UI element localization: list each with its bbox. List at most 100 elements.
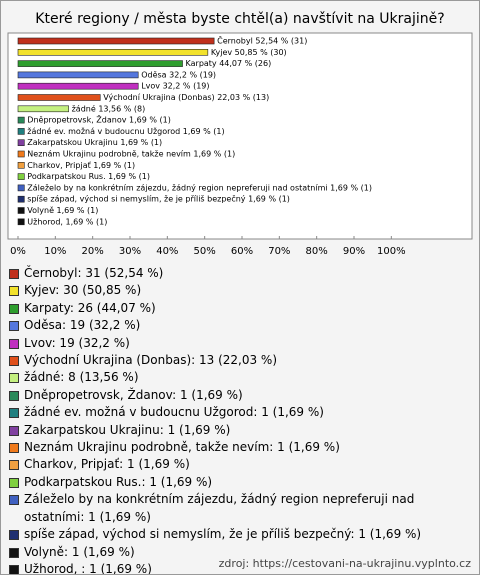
legend-item: Karpaty: 26 (44,07 %): [9, 300, 471, 317]
bar: [17, 82, 139, 90]
x-tick-label: 10%: [44, 246, 66, 257]
bar: [17, 207, 25, 214]
legend-label: Záleželo by na konkrétním zájezdu, žádný…: [24, 492, 415, 524]
bar: [17, 139, 25, 146]
legend-label: Podkarpatskou Rus.: 1 (1,69 %): [24, 474, 213, 489]
bar: [17, 48, 209, 56]
legend-swatch: [9, 338, 19, 349]
legend-label: Neznám Ukrajinu podrobně, takže nevím: 1…: [24, 440, 340, 455]
bar-label: Charkov, Pripjať 1,69 % (1): [27, 161, 135, 170]
legend-swatch: [9, 390, 19, 401]
legend-item: Záleželo by na konkrétním zájezdu, žádný…: [9, 491, 471, 526]
legend: Černobyl: 31 (52,54 %) Kyjev: 30 (50,85 %…: [9, 265, 471, 575]
legend-item: Charkov, Pripjať: 1 (1,69 %): [9, 456, 471, 473]
legend-item: žádné ev. možná v budoucnu Užgorod: 1 (1…: [9, 404, 471, 421]
x-tick-label: 90%: [343, 246, 365, 257]
bar-label: žádné ev. možná v budoucnu Užgorod 1,69 …: [27, 126, 224, 136]
chart-title: Které regiony / města byste chtěl(a) nav…: [35, 11, 444, 27]
legend-label: Východní Ukrajina (Donbas): 13 (22,03 %): [24, 353, 278, 368]
legend-label: Kyjev: 30 (50,85 %): [24, 283, 142, 298]
x-tick-label: 80%: [306, 246, 328, 257]
legend-swatch: [9, 373, 19, 384]
bar-label: Volyně 1,69 % (1): [27, 206, 98, 215]
legend-item: Dněpropetrovsk, Ždanov: 1 (1,69 %): [9, 387, 471, 404]
legend-swatch: [9, 303, 19, 314]
legend-label: Charkov, Pripjať: 1 (1,69 %): [24, 457, 190, 472]
legend-swatch: [9, 460, 19, 471]
legend-swatch: [9, 408, 19, 419]
chart: Které regiony / města byste chtěl(a) nav…: [7, 11, 473, 257]
x-tick-label: 100%: [377, 246, 406, 257]
x-tick-label: 30%: [119, 246, 141, 257]
bar-label: Kyjev 50,85 % (30): [211, 48, 287, 57]
legend-swatch: [9, 564, 19, 574]
bar: [17, 71, 139, 79]
legend-label: žádné: 8 (13,56 %): [24, 370, 139, 385]
bar: [17, 150, 25, 158]
bar: [17, 162, 25, 169]
legend-label: Karpaty: 26 (44,07 %): [24, 300, 156, 315]
bar: [17, 94, 101, 101]
x-tick-label: 50%: [194, 246, 216, 257]
legend-label: žádné ev. možná v budoucnu Užgorod: 1 (1…: [24, 405, 324, 420]
bar-label: Neznám Ukrajinu podrobně, takže nevím 1,…: [27, 150, 235, 159]
bar-label: spíše západ, východ si nemyslím, že je p…: [27, 194, 290, 204]
bar: [17, 218, 25, 226]
legend-label: Černobyl: 31 (52,54 %): [24, 266, 164, 280]
legend-item: spíše západ, východ si nemyslím, že je p…: [9, 526, 471, 543]
legend-swatch: [9, 547, 19, 558]
bar-label: Černobyl 52,54 % (31): [217, 35, 307, 46]
legend-swatch: [9, 286, 19, 297]
legend-swatch: [9, 269, 19, 279]
legend-swatch: [9, 443, 19, 454]
legend-item: Východní Ukrajina (Donbas): 13 (22,03 %): [9, 352, 471, 369]
x-tick-label: 60%: [231, 246, 253, 257]
legend-swatch: [9, 356, 19, 367]
legend-swatch: [9, 530, 19, 541]
legend-label: Zakarpatskou Ukrajinu: 1 (1,69 %): [24, 422, 231, 437]
legend-item: Volyně: 1 (1,69 %): [9, 544, 471, 561]
plot-area: [7, 32, 473, 240]
bar: [17, 105, 69, 113]
x-tick-label: 70%: [268, 246, 290, 257]
legend-label: Dněpropetrovsk, Ždanov: 1 (1,69 %): [24, 387, 243, 402]
bar: [17, 128, 25, 135]
x-tick-label: 20%: [82, 246, 104, 257]
legend-swatch: [9, 321, 19, 332]
bar-label: Karpaty 44,07 % (26): [186, 59, 272, 68]
bar-label: Záleželo by na konkrétním zájezdu, žádný…: [27, 182, 372, 192]
bar-label: Dněpropetrovsk, Ždanov 1,69 % (1): [27, 114, 171, 125]
legend-swatch: [9, 495, 19, 506]
legend-item: Neznám Ukrajinu podrobně, takže nevím: 1…: [9, 439, 471, 456]
legend-swatch: [9, 477, 19, 488]
legend-item: Podkarpatskou Rus.: 1 (1,69 %): [9, 474, 471, 491]
bar-label: Zakarpatskou Ukrajinu 1,69 % (1): [27, 138, 162, 147]
x-tick-label: 0%: [10, 246, 26, 257]
bar-label: Užhorod, 1,69 % (1): [27, 217, 107, 226]
legend-item: Kyjev: 30 (50,85 %): [9, 282, 471, 299]
bar: [17, 116, 25, 124]
bar-label: Oděsa 32,2 % (19): [141, 70, 216, 79]
legend-item: žádné: 8 (13,56 %): [9, 369, 471, 386]
bar: [17, 60, 183, 67]
bar-label: Podkarpatskou Rus. 1,69 % (1): [27, 172, 150, 181]
legend-item: Lvov: 19 (32,2 %): [9, 335, 471, 352]
bar: [17, 173, 25, 180]
bar-label: Lvov 32,2 % (19): [141, 82, 209, 91]
legend-item: Užhorod, : 1 (1,69 %): [9, 561, 471, 575]
bar-label: žádné 13,56 % (8): [72, 103, 146, 113]
bar: [17, 195, 25, 203]
legend-item: Černobyl: 31 (52,54 %): [9, 265, 471, 282]
bar: [17, 184, 25, 192]
bar-label: Východní Ukrajina (Donbas) 22,03 % (13): [103, 93, 269, 102]
legend-label: spíše západ, východ si nemyslím, že je p…: [24, 527, 422, 542]
source: zdroj: https://cestovani-na-ukrajinu.vyp…: [218, 557, 471, 570]
legend-item: Oděsa: 19 (32,2 %): [9, 317, 471, 334]
legend-label: Oděsa: 19 (32,2 %): [24, 318, 141, 333]
legend-label: Lvov: 19 (32,2 %): [24, 335, 130, 350]
legend-item: Zakarpatskou Ukrajinu: 1 (1,69 %): [9, 422, 471, 439]
legend-swatch: [9, 425, 19, 436]
legend-label: Užhorod, : 1 (1,69 %): [24, 561, 152, 575]
legend-label: Volyně: 1 (1,69 %): [24, 544, 135, 559]
